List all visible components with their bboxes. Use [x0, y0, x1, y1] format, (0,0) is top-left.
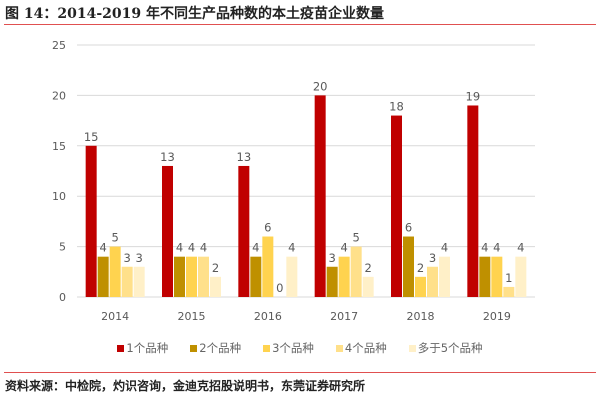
bar [503, 286, 515, 297]
figure-title: 图 14：2014-2019 年不同生产品种数的本土疫苗企业数量 [5, 6, 384, 22]
bar [174, 256, 185, 297]
bar [391, 115, 402, 297]
bar [467, 105, 479, 297]
bar [326, 266, 338, 297]
data-label: 13 [237, 150, 252, 164]
data-label: 18 [389, 100, 404, 114]
bar [314, 95, 326, 298]
legend-swatch [117, 345, 125, 352]
data-label: 4 [200, 241, 207, 255]
source-rule [4, 372, 596, 373]
y-tick-label: 20 [52, 89, 66, 102]
data-label: 4 [493, 241, 500, 255]
bar [427, 266, 438, 297]
legend-swatch [408, 345, 416, 352]
data-label: 3 [429, 251, 436, 265]
x-tick-label: 2014 [101, 310, 129, 323]
data-label: 4 [341, 241, 348, 255]
bar [238, 165, 250, 297]
data-label: 4 [252, 241, 259, 255]
x-tick-label: 2015 [178, 310, 206, 323]
bar [439, 256, 450, 297]
bar [85, 145, 97, 297]
bar [338, 256, 350, 297]
legend-item: 4个品种 [335, 340, 387, 356]
x-tick-label: 2016 [254, 310, 282, 323]
data-label: 4 [517, 241, 524, 255]
bar [415, 276, 426, 297]
title-rule [4, 24, 596, 25]
data-label: 1 [505, 271, 512, 285]
x-tick-label: 2019 [483, 310, 511, 323]
bar [186, 256, 197, 297]
y-tick-label: 5 [59, 241, 66, 254]
y-tick-label: 0 [59, 291, 66, 304]
data-label: 3 [136, 251, 143, 265]
bar [350, 246, 362, 297]
legend-item: 2个品种 [190, 340, 241, 356]
x-tick-label: 2018 [407, 310, 435, 323]
source-note: 资料来源：中检院，灼识咨询，金迪克招股说明书，东莞证券研究所 [5, 379, 366, 393]
legend-item: 3个品种 [263, 340, 314, 356]
bar [198, 256, 209, 297]
bar [491, 256, 503, 297]
legend-label: 4个品种 [344, 341, 387, 355]
data-label: 13 [160, 150, 175, 164]
bar [262, 236, 274, 297]
bar [109, 246, 121, 297]
bar [97, 256, 109, 297]
legend-label: 1个品种 [126, 341, 169, 355]
bar [479, 256, 491, 297]
data-label: 2 [212, 261, 219, 275]
data-label: 5 [353, 231, 360, 245]
y-tick-label: 10 [52, 190, 66, 203]
legend-label: 3个品种 [272, 341, 314, 355]
bar [515, 256, 527, 297]
data-label: 15 [84, 130, 99, 144]
bar [362, 276, 374, 297]
legend-swatch [190, 345, 198, 352]
data-label: 2 [417, 261, 424, 275]
data-label: 4 [176, 241, 183, 255]
bar [403, 236, 414, 297]
data-label: 4 [100, 241, 107, 255]
legend: 1个品种 2个品种 3个品种 4个品种 多于5个品种 [0, 340, 600, 356]
data-label: 3 [124, 251, 131, 265]
data-label: 20 [313, 79, 328, 93]
x-tick-label: 2017 [330, 310, 358, 323]
data-label: 4 [481, 241, 488, 255]
bar [210, 276, 221, 297]
y-tick-label: 15 [52, 140, 66, 153]
data-label: 6 [264, 221, 271, 235]
data-label: 4 [188, 241, 195, 255]
bar [162, 165, 173, 297]
legend-item: 1个品种 [117, 340, 168, 356]
data-label: 5 [112, 231, 119, 245]
legend-item: 多于5个品种 [408, 340, 483, 356]
y-tick-label: 25 [52, 39, 66, 52]
legend-label: 多于5个品种 [417, 341, 483, 355]
data-label: 4 [288, 241, 295, 255]
data-label: 3 [329, 251, 336, 265]
bar [121, 266, 133, 297]
data-label: 19 [466, 89, 481, 103]
bar [250, 256, 262, 297]
bar [286, 256, 298, 297]
legend-label: 2个品种 [199, 341, 242, 355]
data-label: 4 [441, 241, 448, 255]
legend-swatch [335, 345, 343, 352]
legend-swatch [263, 345, 271, 352]
data-label: 6 [405, 221, 412, 235]
data-label: 2 [365, 261, 372, 275]
bar [133, 266, 145, 297]
data-label: 0 [276, 281, 283, 295]
